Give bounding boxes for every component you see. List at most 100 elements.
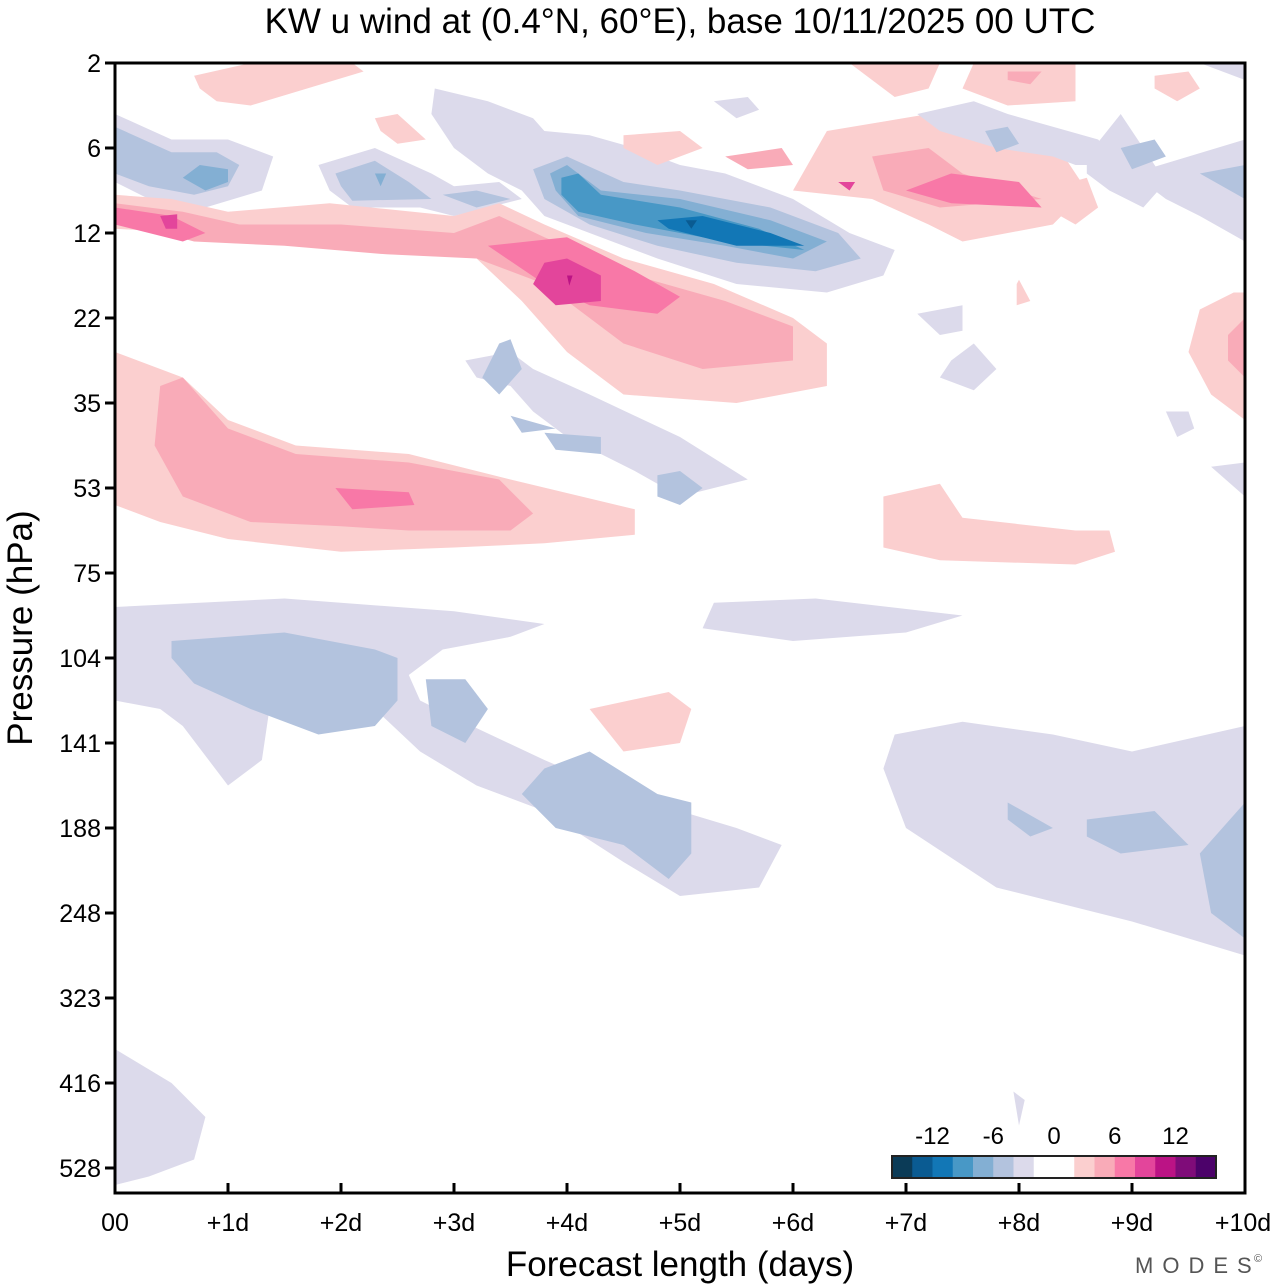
contour-region-neg2 [465,352,748,497]
colorbar-frame [891,1155,1217,1179]
contour-region-pos2 [883,483,1115,565]
y-tick-label: 323 [59,985,101,1013]
colorbar-swatch [973,1156,994,1178]
colorbar-swatch [1013,1156,1035,1178]
contour-region-pos4 [1007,71,1042,85]
contour-region-neg4 [1086,811,1189,854]
x-axis: 00 +1d +2d +3d +4d +5d +6d +7d +8d +9d +10d [101,1183,1271,1237]
contour-region-pos2 [1154,71,1200,102]
contour-region-pos2 [1188,292,1245,420]
y-axis: 2 6 12 22 35 53 75 104 141 188 248 323 416 528 [59,50,115,1183]
contour-region-pos6 [335,488,415,510]
contour-region-pos2 [589,692,692,752]
y-tick-label: 75 [73,560,101,588]
contour-region-pos4 [725,148,793,170]
y-tick-label: 6 [87,135,101,163]
colorbar-tick-label: 12 [1162,1123,1189,1150]
y-tick-label: 35 [73,390,101,418]
x-tick-label: +2d [320,1209,362,1237]
contour-region-neg4 [1007,802,1053,837]
contour-region-neg4 [521,751,692,879]
y-axis-title: Pressure (hPa) [1,510,40,745]
contour-region-pos8 [838,182,856,191]
y-tick-label: 104 [59,645,101,673]
contour-region-neg2 [115,1049,206,1185]
contour-region-pos10 [567,275,573,286]
contour-region-neg4 [425,679,488,743]
colorbar-swatch [932,1156,954,1178]
contour-region-neg4 [1199,165,1245,199]
colorbar-swatch [1155,1156,1176,1178]
colorbar-swatch [1175,1156,1197,1178]
contour-region-neg2 [702,598,963,641]
x-tick-label: +10d [1215,1209,1271,1237]
x-tick-label: +9d [1111,1209,1153,1237]
contour-region-neg2 [917,101,1121,165]
y-tick-label: 53 [73,475,101,503]
contour-region-neg4 [442,190,511,208]
y-tick-label: 141 [59,730,101,758]
colorbar-tick-label: -6 [983,1123,1004,1150]
x-tick-label: +8d [998,1209,1040,1237]
contour-region-neg2 [939,343,997,391]
contour-layer [115,63,1245,1185]
contour-region-pos8 [533,258,601,306]
contour-region-neg6 [182,165,228,191]
contour-region-neg6 [374,173,387,187]
contour-region-pos2 [623,131,703,165]
contour-region-neg4 [544,432,601,454]
x-tick-label: +1d [207,1209,249,1237]
x-axis-title: Forecast length (days) [506,1245,854,1284]
copyright-mark: © [1254,1253,1262,1265]
colorbar-swatch [1074,1156,1095,1178]
contour-region-neg4 [657,471,703,505]
chart-title: KW u wind at (0.4°N, 60°E), base 10/11/2… [265,2,1096,41]
contour-region-neg4 [985,126,1019,153]
contour-region-pos6 [906,173,1042,208]
colorbar-swatch [1033,1156,1055,1178]
colorbar-swatch [1054,1156,1075,1178]
contour-region-neg4 [171,632,398,735]
y-tick-label: 416 [59,1070,101,1098]
contour-region-neg2 [1199,63,1245,80]
contour-region-neg2 [1086,114,1166,208]
x-tick-label: +6d [772,1209,814,1237]
contour-region-neg2 [1013,1091,1025,1126]
colorbar-tick-label: 6 [1108,1123,1121,1150]
x-tick-label: 00 [101,1209,129,1237]
contour-region-neg4 [1120,139,1166,170]
y-tick-label: 188 [59,815,101,843]
modes-logo: MODES © [1135,1253,1262,1278]
contour-region-neg2 [713,97,760,119]
colorbar-swatch [912,1156,933,1178]
x-tick-label: +7d [885,1209,927,1237]
contour-region-neg2 [1211,462,1245,497]
colorbar-tick-label: 0 [1047,1123,1060,1150]
contour-region-pos2 [962,63,1076,106]
colorbar: -12 -6 0 6 12 [891,1123,1217,1179]
colorbar-swatch [952,1156,974,1178]
colorbar-swatch [1094,1156,1116,1178]
contour-region-neg2 [883,721,1245,956]
x-tick-label: +5d [659,1209,701,1237]
contour-region-pos4 [1228,318,1245,378]
x-tick-label: +3d [433,1209,475,1237]
colorbar-swatch [1135,1156,1156,1178]
contour-region-pos6 [115,207,206,242]
contour-region-neg4 [510,415,556,433]
contour-region-pos2 [1041,177,1099,225]
contour-region-pos4 [115,203,793,369]
colorbar-swatch [1114,1156,1136,1178]
x-tick-label: +4d [546,1209,588,1237]
contour-region-pos2 [194,63,364,106]
contour-region-neg2 [1132,139,1245,242]
y-tick-label: 12 [73,220,101,248]
contour-region-neg12 [685,220,697,229]
colorbar-swatch [892,1156,913,1178]
y-tick-label: 528 [59,1155,101,1183]
contour-region-neg4 [335,160,432,201]
modes-logo-text: MODES [1135,1253,1261,1278]
contour-region-neg4 [1199,802,1245,939]
contour-region-neg4 [482,339,522,395]
